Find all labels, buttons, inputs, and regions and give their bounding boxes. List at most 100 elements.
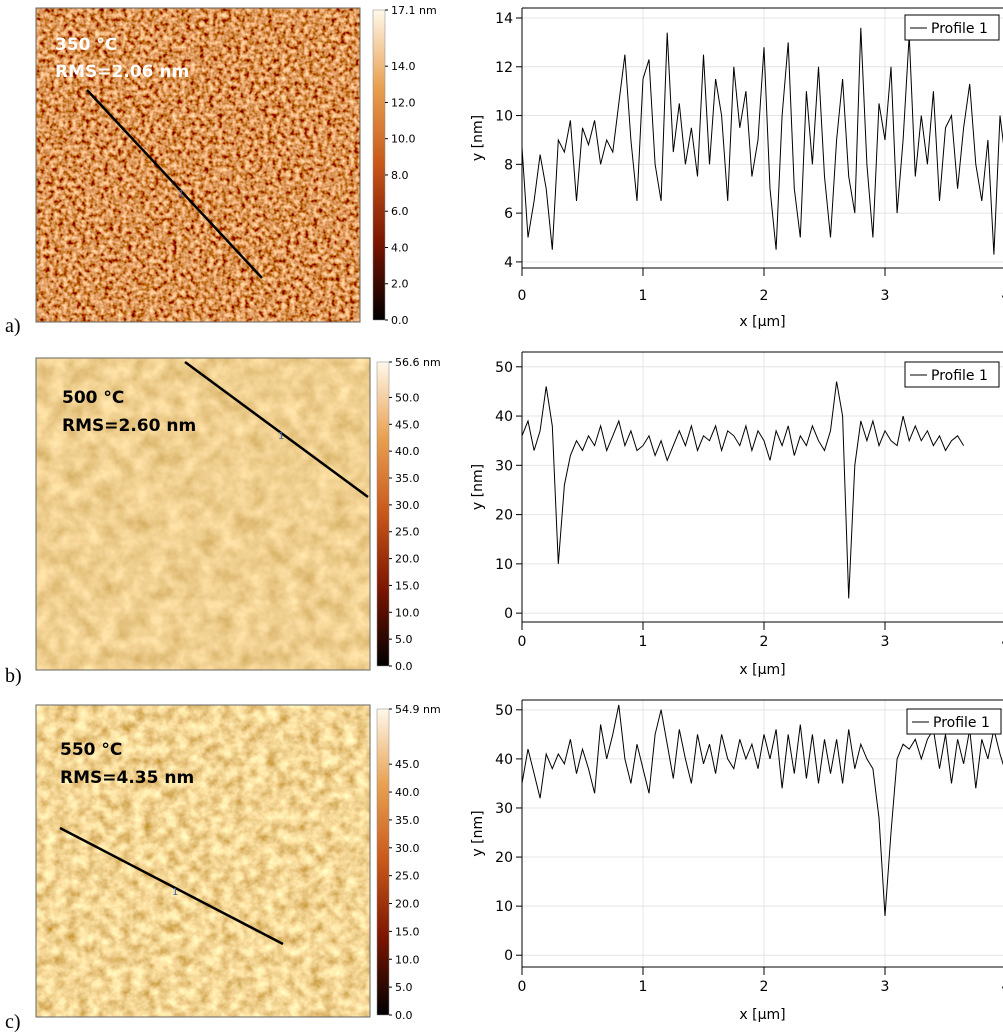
panel-label: a)	[5, 315, 21, 337]
annotation: 350 °C	[55, 35, 117, 55]
afm-image	[36, 358, 370, 670]
x-tick-label: 4	[1002, 634, 1003, 650]
x-tick-label: 2	[760, 979, 769, 995]
y-tick-label: 10	[495, 109, 513, 125]
x-tick-label: 1	[639, 979, 648, 995]
colorbar-tick-label: 15.0	[395, 579, 420, 592]
afm-frame	[35, 357, 371, 671]
x-tick-label: 4	[1002, 288, 1003, 304]
y-tick-label: 40	[495, 752, 513, 768]
annotation: 550 °C	[60, 740, 122, 760]
legend-box	[904, 14, 1000, 41]
y-tick-label: 12	[495, 60, 513, 76]
x-axis-title: x [µm]	[739, 662, 785, 678]
panel-label: b)	[5, 665, 22, 687]
y-axis-title: y [nm]	[470, 464, 486, 510]
x-tick-label: 3	[881, 634, 890, 650]
colorbar-tick-label: 5.0	[395, 981, 413, 994]
afm-image	[36, 705, 370, 1017]
y-tick-label: 30	[495, 458, 513, 474]
colorbar-tick-label: 54.9 nm	[395, 703, 441, 716]
x-tick-label: 0	[518, 979, 527, 995]
x-tick-label: 1	[639, 634, 648, 650]
colorbar-tick-label: 17.1 nm	[391, 4, 437, 17]
colorbar-tick-label: 15.0	[395, 925, 420, 938]
colorbar-tick-label: 0.0	[395, 660, 413, 673]
y-axis-title: y [nm]	[470, 115, 486, 161]
x-tick-label: 4	[1002, 979, 1003, 995]
profile-marker-label: 1	[178, 189, 184, 200]
colorbar-tick-label: 35.0	[395, 472, 420, 485]
colorbar-tick-label: 12.0	[391, 96, 416, 109]
y-tick-label: 30	[495, 801, 513, 817]
annotation: RMS=4.35 nm	[60, 768, 194, 788]
colorbar-tick-label: 14.0	[391, 60, 416, 73]
colorbar-tick-label: 6.0	[391, 205, 409, 218]
colorbar-tick-label: 8.0	[391, 169, 409, 182]
x-tick-label: 0	[518, 288, 527, 304]
y-tick-label: 14	[495, 11, 513, 27]
y-tick-label: 0	[504, 948, 513, 964]
colorbar-tick-label: 25.0	[395, 870, 420, 883]
x-tick-label: 1	[639, 288, 648, 304]
y-tick-label: 40	[495, 409, 513, 425]
colorbar-tick-label: 40.0	[395, 786, 420, 799]
colorbar-tick-label: 45.0	[395, 758, 420, 771]
colorbar-tick-label: 0.0	[395, 1009, 413, 1022]
colorbar-tick-label: 5.0	[395, 633, 413, 646]
colorbar-tick-label: 2.0	[391, 278, 409, 291]
colorbar-tick-label: 30.0	[395, 499, 420, 512]
annotation: RMS=2.06 nm	[55, 62, 189, 82]
colorbar-tick-label: 20.0	[395, 553, 420, 566]
x-tick-label: 0	[518, 634, 527, 650]
profile-curve	[521, 704, 1003, 917]
afm-frame	[35, 704, 371, 1018]
panel-label: c)	[5, 1011, 21, 1033]
afm-frame	[35, 7, 361, 323]
y-tick-label: 20	[495, 850, 513, 866]
colorbar-tick-label: 45.0	[395, 418, 420, 431]
colorbar-tick-label: 30.0	[395, 842, 420, 855]
colorbar	[376, 361, 390, 667]
x-tick-label: 2	[760, 288, 769, 304]
x-tick-label: 3	[881, 979, 890, 995]
annotation: RMS=2.60 nm	[62, 416, 196, 436]
colorbar-tick-label: 50.0	[395, 391, 420, 404]
colorbar-tick-label: 35.0	[395, 814, 420, 827]
profile-marker-label: 1	[278, 431, 284, 442]
colorbar	[376, 708, 390, 1016]
y-tick-label: 4	[504, 255, 513, 271]
colorbar-tick-label: 56.6 nm	[395, 356, 441, 369]
colorbar-tick-label: 10.0	[395, 953, 420, 966]
profile-curve	[521, 27, 1003, 255]
colorbar-tick-label: 10.0	[391, 133, 416, 146]
y-tick-label: 50	[495, 360, 513, 376]
legend-label: Profile 1	[931, 368, 988, 384]
colorbar-tick-label: 25.0	[395, 526, 420, 539]
y-tick-label: 8	[504, 157, 513, 173]
x-axis-title: x [µm]	[739, 1007, 785, 1023]
colorbar-tick-label: 40.0	[395, 445, 420, 458]
y-tick-label: 10	[495, 899, 513, 915]
profile-curve	[521, 381, 965, 599]
afm-image	[36, 8, 360, 322]
x-tick-label: 2	[760, 634, 769, 650]
x-tick-label: 3	[881, 288, 890, 304]
y-tick-label: 6	[504, 206, 513, 222]
colorbar-tick-label: 0.0	[391, 314, 409, 327]
x-axis-title: x [µm]	[739, 314, 785, 330]
y-tick-label: 20	[495, 508, 513, 524]
legend-label: Profile 1	[931, 21, 988, 37]
y-tick-label: 10	[495, 557, 513, 573]
y-tick-label: 0	[504, 606, 513, 622]
y-tick-label: 50	[495, 703, 513, 719]
y-axis-title: y [nm]	[470, 810, 486, 856]
colorbar-tick-label: 10.0	[395, 606, 420, 619]
profile-line	[86, 89, 263, 279]
colorbar-tick-label: 4.0	[391, 241, 409, 254]
annotation: 500 °C	[62, 388, 124, 408]
legend-label: Profile 1	[933, 715, 990, 731]
profile-line	[184, 360, 369, 499]
legend-box	[906, 708, 1002, 735]
